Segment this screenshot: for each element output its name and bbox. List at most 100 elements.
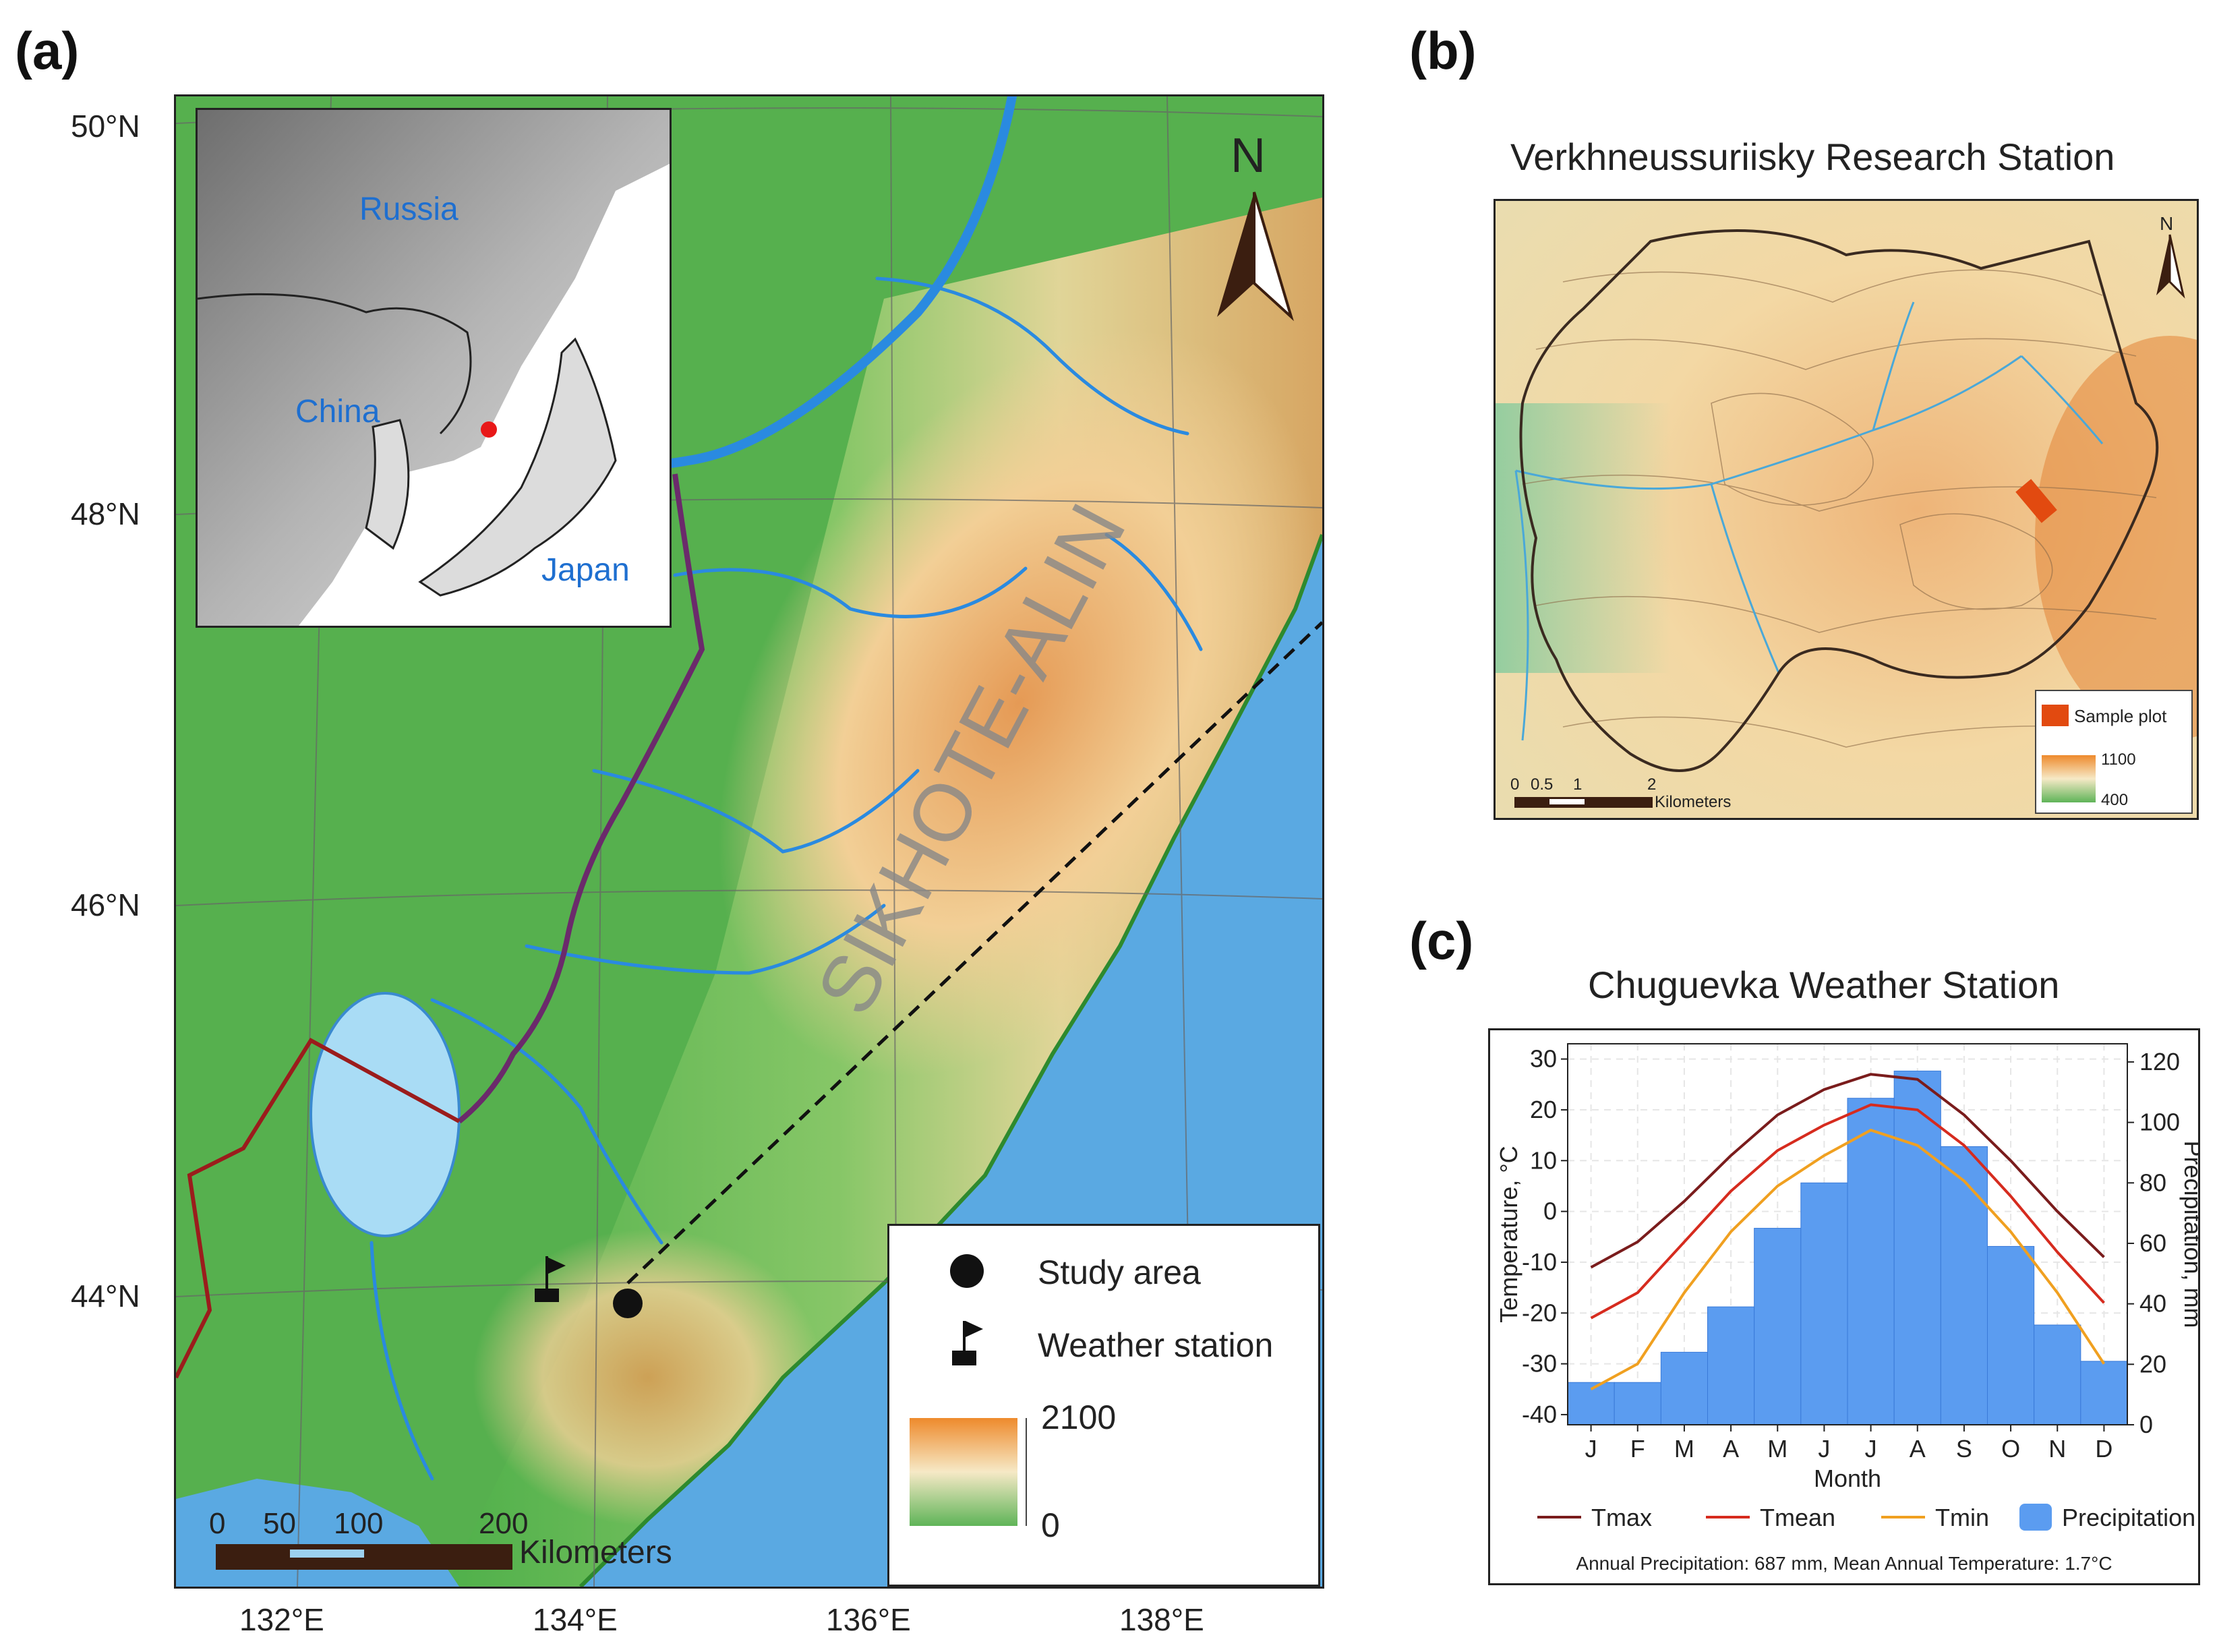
scale-b-tick-2: 2 (1647, 775, 1657, 794)
legend-elev-max: 2100 (1041, 1398, 1117, 1436)
series-line-tmin (1590, 1129, 2106, 1391)
inset-map-svg (198, 110, 670, 626)
x-tick-label: J (1865, 1435, 1877, 1463)
panel-b-north-arrow (2156, 234, 2185, 299)
x-tick-label: A (1723, 1435, 1739, 1463)
x-tick-label: J (1585, 1435, 1597, 1463)
japan-islands (418, 337, 617, 597)
scale-bar-b (1514, 797, 1653, 808)
chart-footer: Annual Precipitation: 687 mm, Mean Annua… (1576, 1553, 2112, 1574)
sample-plot-marker (2015, 479, 2057, 523)
panel-b-letter: (b) (1409, 21, 1477, 80)
lake-khanka (309, 992, 461, 1237)
inset-land (198, 110, 670, 626)
panel-b-title: Verkhneussuriisky Research Station (1510, 136, 2115, 178)
connector-line (626, 621, 1322, 1285)
panel-a-letter: (a) (15, 21, 80, 80)
x-tick-label: N (2048, 1435, 2066, 1463)
panel-c-title: Chuguevka Weather Station (1588, 964, 2060, 1006)
lon-label-134: 134°E (533, 1602, 618, 1637)
inset-borders (198, 293, 472, 435)
north-arrow: N (1207, 128, 1301, 330)
study-area-marker (613, 1289, 643, 1318)
x-tick-label: F (1630, 1435, 1645, 1463)
x-tick-label: M (1674, 1435, 1694, 1463)
scale-unit-b: Kilometers (1655, 793, 1732, 811)
precipitation-bar (1847, 1098, 1895, 1425)
x-axis-label: Month (1814, 1465, 1881, 1492)
inset-label-china: China (295, 394, 380, 430)
scale-bar-a-segments (216, 1544, 512, 1570)
legend-tmin: Tmin (1935, 1504, 1989, 1531)
precipitation-bar (1614, 1382, 1661, 1425)
legend-b-elevation-ramp (2042, 755, 2096, 802)
y-tick-label: -30 (1522, 1350, 1557, 1378)
legend-weather-station-icon (952, 1321, 983, 1365)
weather-station-marker (535, 1289, 559, 1302)
y2-tick-label: 80 (2139, 1169, 2166, 1196)
precipitation-bar (2034, 1324, 2081, 1425)
station-map: N Sample plot 1100 400 0 0.5 1 2 Kilomet… (1494, 199, 2199, 820)
inset-label-japan: Japan (541, 552, 630, 588)
y-tick-label: 10 (1530, 1146, 1557, 1174)
precipitation-bar (1660, 1351, 1708, 1425)
y2-tick-label: 100 (2139, 1109, 2180, 1136)
scale-tick-50: 50 (263, 1507, 296, 1540)
y-tick-label: -10 (1522, 1248, 1557, 1276)
streams (1514, 301, 2104, 741)
inset-location-dot (481, 421, 497, 438)
legend-tmean: Tmean (1760, 1504, 1835, 1531)
inset-label-russia: Russia (359, 191, 459, 227)
scale-b-tick-05: 0.5 (1531, 775, 1554, 794)
scale-b-tick-1: 1 (1573, 775, 1583, 794)
legend-sample-plot-label: Sample plot (2074, 706, 2167, 726)
precipitation-bar (1987, 1245, 2035, 1425)
y2-tick-label: 60 (2139, 1229, 2166, 1257)
precipitation-bar (1940, 1146, 1988, 1425)
legend-study-area-label: Study area (1038, 1253, 1201, 1291)
precipitation-bar (1707, 1306, 1755, 1425)
legend-ramp-ticks (1017, 1418, 1027, 1526)
legend-study-area-icon (950, 1254, 984, 1288)
legend-elevation-ramp (910, 1418, 1017, 1526)
inset-map: Russia China Japan (196, 108, 672, 628)
climate-chart-frame: 30 20 10 0 -10 -20 -30 -40 120 100 80 60 40 20 0 J F M A M J… (1488, 1028, 2207, 1585)
legend-b-elev-max: 1100 (2101, 750, 2136, 769)
y2-tick-label: 0 (2139, 1411, 2153, 1438)
y-tick-label: -20 (1522, 1299, 1557, 1326)
lat-label-48: 48°N (71, 496, 140, 531)
lon-label-138: 138°E (1119, 1602, 1204, 1637)
x-tick-label: M (1767, 1435, 1787, 1463)
x-tick-label: J (1818, 1435, 1830, 1463)
y-tick-label: 30 (1530, 1045, 1557, 1073)
scale-unit-a: Kilometers (519, 1535, 672, 1570)
x-tick-label: A (1910, 1435, 1926, 1463)
scale-tick-100: 100 (334, 1507, 384, 1540)
y-axis-label: Temperature, °C (1495, 1146, 1523, 1323)
north-arrow-label: N (1231, 129, 1266, 183)
scale-tick-0: 0 (209, 1507, 226, 1540)
series-line-tmean (1590, 1103, 2105, 1320)
legend-b-elev-min: 400 (2101, 791, 2129, 809)
y-tick-label: 20 (1530, 1096, 1557, 1123)
x-tick-label: O (2001, 1435, 2020, 1463)
panel-b-north-label: N (2160, 213, 2174, 234)
lat-label-50: 50°N (71, 109, 140, 144)
y2-axis-label: Precipitation, mm (2179, 1140, 2198, 1328)
x-tick-label: S (1956, 1435, 1972, 1463)
station-legend: Sample plot 1100 400 (2035, 690, 2193, 814)
precipitation-bar (1893, 1070, 1941, 1425)
precipitation-bar (1754, 1228, 1802, 1425)
panel-c-letter: (c) (1409, 911, 1474, 970)
chart-legend: Tmax Tmean Tmin Precipitation (1537, 1504, 2195, 1531)
precipitation-bars (1567, 1070, 2128, 1425)
legend-weather-station-label: Weather station (1038, 1326, 1274, 1364)
watershed-boundary (1519, 229, 2159, 772)
korea (365, 419, 410, 550)
legend-precipitation: Precipitation (2062, 1504, 2195, 1531)
north-arrow-icon (1217, 191, 1294, 322)
series-line-tmax (1590, 1073, 2105, 1269)
scale-tick-200: 200 (479, 1507, 529, 1540)
legend-tmax: Tmax (1591, 1504, 1652, 1531)
scale-b-tick-0: 0 (1510, 775, 1520, 794)
